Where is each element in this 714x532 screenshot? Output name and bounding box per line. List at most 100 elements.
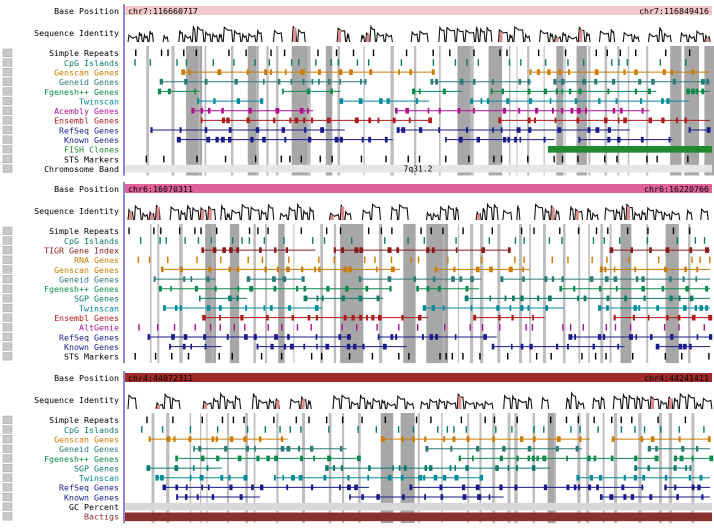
identity-peak <box>410 30 419 43</box>
track-toggle-button[interactable] <box>2 303 13 313</box>
gene-exon <box>281 127 285 133</box>
track-toggle-button[interactable] <box>2 236 13 245</box>
feature-tick <box>408 352 410 360</box>
identity-peak <box>455 27 465 43</box>
feature-tick <box>187 352 190 360</box>
track-toggle-button[interactable] <box>2 454 13 463</box>
track-label: Geneid Genes <box>59 274 119 284</box>
track-toggle-button[interactable] <box>2 135 13 144</box>
track-toggle-button[interactable] <box>2 125 13 135</box>
gene-exon <box>198 445 202 452</box>
feature-tick <box>595 227 598 235</box>
feature-tick <box>141 426 143 433</box>
track-toggle-button[interactable] <box>2 106 13 115</box>
feature-tick <box>310 324 312 331</box>
identity-peak <box>268 397 275 410</box>
track-toggle-button[interactable] <box>2 77 13 86</box>
gene-exon <box>188 69 191 75</box>
sequence-identity-label: Sequence Identity <box>34 395 119 405</box>
track-toggle-button[interactable] <box>2 87 13 96</box>
gene-exon <box>561 276 564 282</box>
identity-peak <box>211 32 219 43</box>
track-toggle-button[interactable] <box>2 323 13 332</box>
gene-exon <box>561 88 564 95</box>
track-toggle-button[interactable] <box>2 68 13 77</box>
identity-peak <box>659 399 668 410</box>
identity-peak <box>256 28 263 43</box>
track-toggle-button[interactable] <box>2 116 13 125</box>
track-toggle-button[interactable] <box>2 97 13 106</box>
feature-tick <box>364 256 366 264</box>
track-toggle-button[interactable] <box>2 435 13 444</box>
track-toggle-button[interactable] <box>2 332 13 342</box>
track-toggle-button[interactable] <box>2 342 13 351</box>
track-toggle-button[interactable] <box>2 265 13 274</box>
track-9 <box>176 136 673 143</box>
feature-tick <box>477 59 480 66</box>
gene-exon <box>401 314 404 321</box>
feature-tick <box>289 426 291 433</box>
track-toggle-button[interactable] <box>2 473 13 482</box>
track-label: Geneid Genes <box>59 77 119 87</box>
identity-highlight <box>651 398 655 409</box>
gene-exon <box>286 445 291 452</box>
track-toggle-button[interactable] <box>2 294 13 303</box>
gene-exon <box>502 445 506 452</box>
track-1 <box>139 237 706 244</box>
identity-peak <box>249 206 261 221</box>
track-toggle-button[interactable] <box>2 154 13 164</box>
alignment-column <box>519 224 522 364</box>
gene-exon <box>507 465 510 471</box>
track-toggle-button[interactable] <box>2 275 13 284</box>
track-toggle-button[interactable] <box>2 145 13 154</box>
track-toggle-button[interactable] <box>2 226 13 235</box>
track-6 <box>155 474 710 481</box>
track-toggle-button[interactable] <box>2 352 13 361</box>
feature-tick <box>658 256 660 264</box>
gene-exon <box>150 127 153 133</box>
track-toggle-button[interactable] <box>2 255 13 264</box>
gene-exon <box>527 455 530 462</box>
gene-exon <box>609 494 614 500</box>
gene-exon <box>338 69 343 75</box>
feature-tick <box>550 352 552 360</box>
track-toggle-button[interactable] <box>2 444 13 453</box>
gene-exon <box>545 305 549 311</box>
feature-tick <box>455 237 457 244</box>
gene-exon <box>206 276 210 282</box>
gene-exon <box>439 484 443 491</box>
identity-peak <box>622 31 634 43</box>
track-4 <box>157 88 710 95</box>
gene-exon <box>239 494 243 500</box>
track-toggle-button[interactable] <box>2 58 13 67</box>
gene-exon <box>246 117 250 124</box>
track-toggle-button[interactable] <box>2 164 13 173</box>
track-toggle-button[interactable] <box>2 425 13 434</box>
feature-tick <box>581 352 583 360</box>
gene-exon <box>412 88 416 95</box>
track-toggle-button[interactable] <box>2 284 13 293</box>
feature-tick <box>660 426 662 433</box>
feature-tick <box>384 416 387 424</box>
alignment-column <box>457 224 460 364</box>
identity-peak <box>233 29 242 43</box>
gene-exon <box>613 314 616 321</box>
track-toggle-button[interactable] <box>2 483 13 492</box>
track-toggle-button[interactable] <box>2 415 13 424</box>
gene-exon <box>632 314 635 321</box>
track-toggle-button[interactable] <box>2 246 13 255</box>
track-toggle-button[interactable] <box>2 48 13 57</box>
gene-exon <box>568 334 573 340</box>
track-toggle-button[interactable] <box>2 492 13 502</box>
track-toggle-button[interactable] <box>2 512 13 521</box>
gene-exon <box>421 334 424 340</box>
gene-exon <box>174 465 179 471</box>
gene-exon <box>649 247 652 253</box>
track-toggle-button[interactable] <box>2 502 13 511</box>
feature-tick <box>325 416 328 424</box>
gene-exon <box>244 334 248 340</box>
feature-tick <box>708 352 710 360</box>
gene-exon <box>665 247 670 253</box>
track-toggle-button[interactable] <box>2 313 13 322</box>
track-toggle-button[interactable] <box>2 464 13 473</box>
